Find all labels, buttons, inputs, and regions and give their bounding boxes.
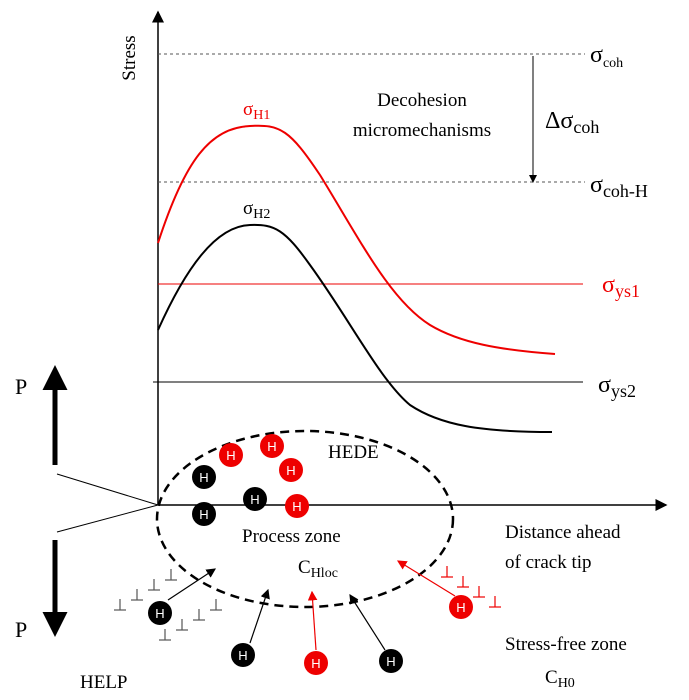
hydrogen-atom — [243, 487, 267, 511]
hydrogen-label: H — [386, 654, 395, 669]
hede: HEDE — [328, 442, 379, 463]
sigma-h2: σH2 — [243, 198, 270, 222]
hydrogen-label: H — [311, 656, 320, 671]
load: P — [15, 617, 27, 642]
sigma-coh: σcoh — [590, 42, 623, 71]
hydrogen-atom — [260, 434, 284, 458]
axes — [152, 10, 668, 511]
delta-sigma-coh: Δσcoh — [545, 108, 599, 137]
hydrogen-label: H — [250, 492, 259, 507]
migration-arrows — [167, 560, 456, 651]
hydrogen-atom — [449, 595, 473, 619]
hydrogen-label: H — [267, 439, 276, 454]
hydrogen-atom — [148, 601, 172, 625]
hydrogen-label: H — [199, 507, 208, 522]
hydrogen-label: H — [199, 470, 208, 485]
sigma-coh-h: σcoh-H — [590, 172, 648, 201]
sigma-h1: σH1 — [243, 99, 270, 123]
hydrogen-atom — [192, 465, 216, 489]
decohesion: micromechanisms — [353, 120, 491, 141]
hydrogen-atom — [231, 643, 255, 667]
hydrogen-atom — [219, 443, 243, 467]
y-axis-label: Stress — [119, 35, 140, 80]
hydrogen-atom — [192, 502, 216, 526]
c-h0: CH0 — [545, 667, 575, 691]
hydrogen-label: H — [155, 606, 164, 621]
load: P — [15, 374, 27, 399]
stress-free: Stress-free zone — [505, 634, 627, 655]
x-axis-label: Distance ahead of crack tip — [505, 522, 621, 573]
hydrogen-atom — [379, 649, 403, 673]
hydrogen-label: H — [456, 600, 465, 615]
hydrogen-label: H — [292, 499, 301, 514]
x-label-line: of crack tip — [505, 552, 592, 573]
hydrogen-label: H — [238, 648, 247, 663]
hydrogen-label: H — [286, 463, 295, 478]
help: HELP — [80, 672, 128, 693]
c-hloc: CHloc — [298, 557, 338, 581]
hydrogen-atom — [285, 494, 309, 518]
sigma-ys1: σys1 — [602, 272, 640, 301]
levels — [153, 53, 585, 433]
hydrogen-label: H — [226, 448, 235, 463]
hydrogen-atom — [279, 458, 303, 482]
sigma-ys2: σys2 — [598, 372, 636, 401]
x-label-line: Distance ahead — [505, 522, 621, 543]
decohesion: Decohesion — [377, 90, 467, 111]
process-zone: Process zone — [242, 526, 341, 547]
crack — [42, 365, 455, 637]
hydrogen-atom — [304, 651, 328, 675]
